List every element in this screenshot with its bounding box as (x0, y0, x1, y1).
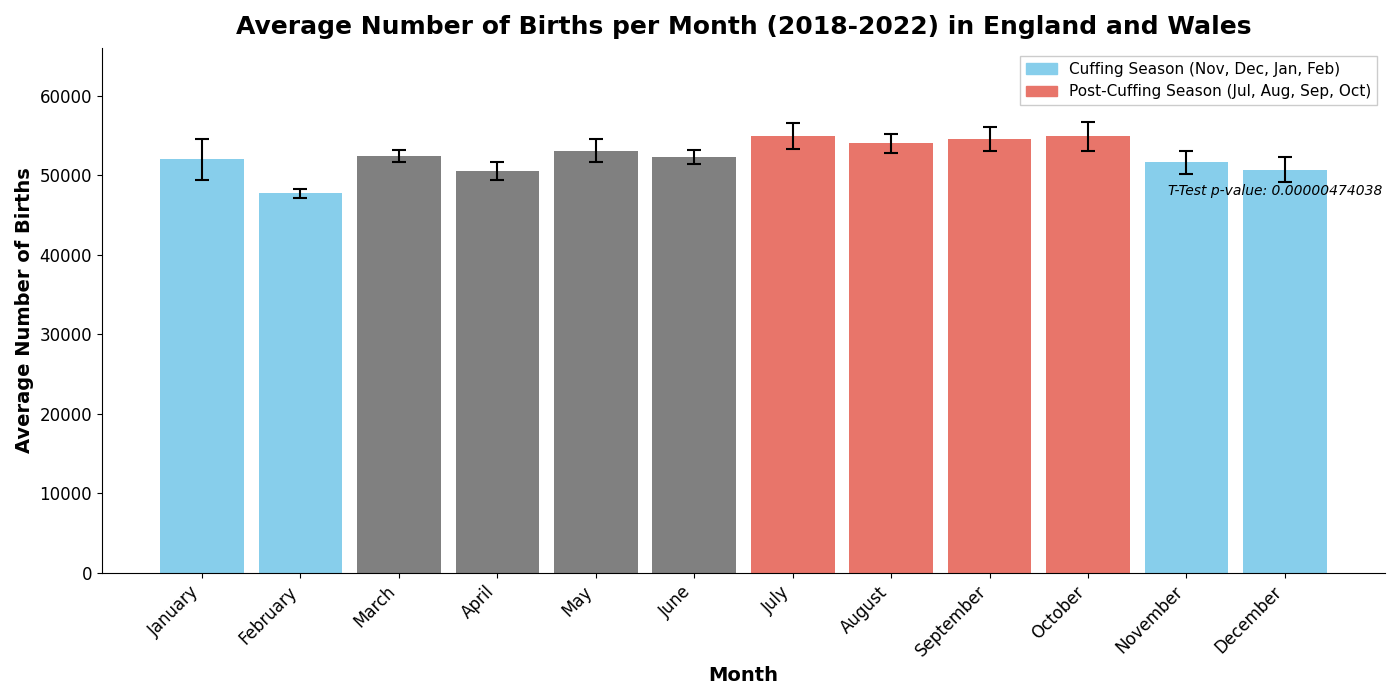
Title: Average Number of Births per Month (2018-2022) in England and Wales: Average Number of Births per Month (2018… (235, 15, 1252, 39)
Bar (948, 139, 1032, 573)
Bar (652, 157, 736, 573)
X-axis label: Month: Month (708, 666, 778, 685)
Bar (455, 172, 539, 573)
Bar (750, 136, 834, 573)
Text: T-Test p-value: 0.00000474038: T-Test p-value: 0.00000474038 (1168, 184, 1382, 198)
Bar (259, 193, 343, 573)
Bar (554, 150, 637, 573)
Y-axis label: Average Number of Births: Average Number of Births (15, 167, 34, 454)
Bar (850, 144, 932, 573)
Bar (1145, 162, 1228, 573)
Bar (357, 156, 441, 573)
Bar (1046, 136, 1130, 573)
Legend: Cuffing Season (Nov, Dec, Jan, Feb), Post-Cuffing Season (Jul, Aug, Sep, Oct): Cuffing Season (Nov, Dec, Jan, Feb), Pos… (1021, 55, 1378, 106)
Bar (1243, 169, 1327, 573)
Bar (160, 160, 244, 573)
